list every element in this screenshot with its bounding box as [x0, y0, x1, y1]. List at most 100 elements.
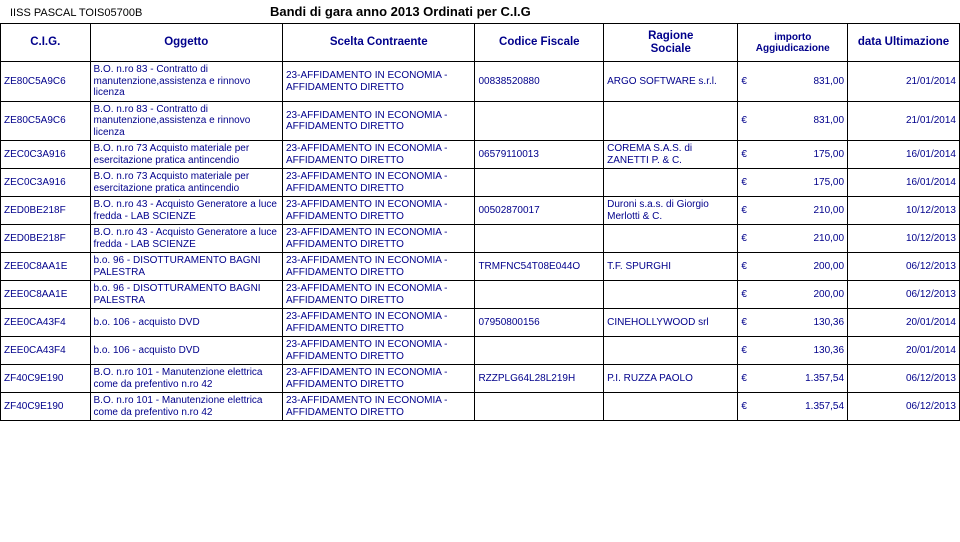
cell-ragione-sociale: CINEHOLLYWOOD srl: [604, 309, 738, 337]
cell-oggetto: B.O. n.ro 43 - Acquisto Generatore a luc…: [90, 197, 282, 225]
cell-data: 21/01/2014: [848, 101, 960, 141]
cell-scelta: 23-AFFIDAMENTO IN ECONOMIA - AFFIDAMENTO…: [282, 101, 474, 141]
cell-importo: €1.357,54: [738, 393, 848, 421]
imp-line1: importo: [774, 32, 811, 43]
school-code: IISS PASCAL TOIS05700B: [10, 7, 270, 19]
cell-cf: 07950800156: [475, 309, 604, 337]
euro-symbol: €: [741, 317, 747, 329]
euro-symbol: €: [741, 233, 747, 245]
cell-scelta: 23-AFFIDAMENTO IN ECONOMIA - AFFIDAMENTO…: [282, 365, 474, 393]
cell-cf: 06579110013: [475, 141, 604, 169]
cell-oggetto: B.O. n.ro 83 - Contratto di manutenzione…: [90, 62, 282, 102]
cell-cf: 00838520880: [475, 62, 604, 102]
cell-cf: [475, 393, 604, 421]
amount-value: 831,00: [813, 76, 844, 87]
euro-symbol: €: [741, 289, 747, 301]
amount-value: 1.357,54: [805, 401, 844, 412]
table-row: ZED0BE218FB.O. n.ro 43 - Acquisto Genera…: [1, 225, 960, 253]
cell-importo: €130,36: [738, 337, 848, 365]
cell-ragione-sociale: [604, 337, 738, 365]
cell-data: 20/01/2014: [848, 309, 960, 337]
cell-importo: €175,00: [738, 141, 848, 169]
amount-value: 200,00: [813, 289, 844, 300]
cell-importo: €200,00: [738, 253, 848, 281]
cell-ragione-sociale: ARGO SOFTWARE s.r.l.: [604, 62, 738, 102]
euro-symbol: €: [741, 373, 747, 385]
cell-data: 16/01/2014: [848, 141, 960, 169]
cell-oggetto: b.o. 96 - DISOTTURAMENTO BAGNI PALESTRA: [90, 253, 282, 281]
euro-symbol: €: [741, 115, 747, 127]
cell-cf: [475, 225, 604, 253]
cell-cig: ZEE0CA43F4: [1, 337, 91, 365]
cell-scelta: 23-AFFIDAMENTO IN ECONOMIA - AFFIDAMENTO…: [282, 281, 474, 309]
cell-cf: [475, 281, 604, 309]
cell-oggetto: b.o. 96 - DISOTTURAMENTO BAGNI PALESTRA: [90, 281, 282, 309]
col-header-scelta: Scelta Contraente: [282, 24, 474, 62]
cell-cf: TRMFNC54T08E044O: [475, 253, 604, 281]
amount-value: 175,00: [813, 177, 844, 188]
cell-importo: €831,00: [738, 62, 848, 102]
cell-oggetto: B.O. n.ro 83 - Contratto di manutenzione…: [90, 101, 282, 141]
cell-importo: €200,00: [738, 281, 848, 309]
table-row: ZEE0CA43F4b.o. 106 - acquisto DVD23-AFFI…: [1, 337, 960, 365]
cell-scelta: 23-AFFIDAMENTO IN ECONOMIA - AFFIDAMENTO…: [282, 141, 474, 169]
cell-importo: €831,00: [738, 101, 848, 141]
amount-value: 130,36: [813, 317, 844, 328]
cell-cf: RZZPLG64L28L219H: [475, 365, 604, 393]
cell-oggetto: b.o. 106 - acquisto DVD: [90, 337, 282, 365]
cell-ragione-sociale: [604, 393, 738, 421]
cell-oggetto: B.O. n.ro 43 - Acquisto Generatore a luc…: [90, 225, 282, 253]
cell-scelta: 23-AFFIDAMENTO IN ECONOMIA - AFFIDAMENTO…: [282, 62, 474, 102]
col-header-cf: Codice Fiscale: [475, 24, 604, 62]
euro-symbol: €: [741, 345, 747, 357]
euro-symbol: €: [741, 177, 747, 189]
col-header-importo: importo Aggiudicazione: [738, 24, 848, 62]
cell-ragione-sociale: P.I. RUZZA PAOLO: [604, 365, 738, 393]
amount-value: 210,00: [813, 205, 844, 216]
cell-cig: ZE80C5A9C6: [1, 62, 91, 102]
cell-importo: €210,00: [738, 197, 848, 225]
table-row: ZEC0C3A916B.O. n.ro 73 Acquisto material…: [1, 141, 960, 169]
table-row: ZF40C9E190B.O. n.ro 101 - Manutenzione e…: [1, 393, 960, 421]
cell-scelta: 23-AFFIDAMENTO IN ECONOMIA - AFFIDAMENTO…: [282, 337, 474, 365]
cell-oggetto: B.O. n.ro 101 - Manutenzione elettrica c…: [90, 365, 282, 393]
page-title: Bandi di gara anno 2013 Ordinati per C.I…: [270, 4, 531, 19]
cell-ragione-sociale: COREMA S.A.S. di ZANETTI P. & C.: [604, 141, 738, 169]
cell-cig: ZEE0C8AA1E: [1, 253, 91, 281]
page-header: IISS PASCAL TOIS05700B Bandi di gara ann…: [0, 0, 960, 23]
table-row: ZED0BE218FB.O. n.ro 43 - Acquisto Genera…: [1, 197, 960, 225]
cell-importo: €210,00: [738, 225, 848, 253]
cell-cig: ZF40C9E190: [1, 393, 91, 421]
col-header-ragione-sociale: Ragione Sociale: [604, 24, 738, 62]
cell-oggetto: B.O. n.ro 73 Acquisto materiale per eser…: [90, 169, 282, 197]
table-header-row: C.I.G. Oggetto Scelta Contraente Codice …: [1, 24, 960, 62]
cell-data: 16/01/2014: [848, 169, 960, 197]
col-header-data: data Ultimazione: [848, 24, 960, 62]
cell-scelta: 23-AFFIDAMENTO IN ECONOMIA - AFFIDAMENTO…: [282, 253, 474, 281]
cell-cf: [475, 101, 604, 141]
cell-cig: ZE80C5A9C6: [1, 101, 91, 141]
euro-symbol: €: [741, 401, 747, 413]
cell-ragione-sociale: [604, 169, 738, 197]
amount-value: 200,00: [813, 261, 844, 272]
cell-importo: €175,00: [738, 169, 848, 197]
cell-data: 06/12/2013: [848, 393, 960, 421]
cell-data: 06/12/2013: [848, 253, 960, 281]
cell-oggetto: B.O. n.ro 73 Acquisto materiale per eser…: [90, 141, 282, 169]
cell-data: 10/12/2013: [848, 197, 960, 225]
cell-scelta: 23-AFFIDAMENTO IN ECONOMIA - AFFIDAMENTO…: [282, 197, 474, 225]
cell-scelta: 23-AFFIDAMENTO IN ECONOMIA - AFFIDAMENTO…: [282, 225, 474, 253]
cell-cig: ZED0BE218F: [1, 197, 91, 225]
cell-data: 06/12/2013: [848, 281, 960, 309]
amount-value: 130,36: [813, 345, 844, 356]
cell-cf: [475, 169, 604, 197]
cell-cig: ZEE0CA43F4: [1, 309, 91, 337]
amount-value: 210,00: [813, 233, 844, 244]
cell-cig: ZEC0C3A916: [1, 169, 91, 197]
cell-scelta: 23-AFFIDAMENTO IN ECONOMIA - AFFIDAMENTO…: [282, 169, 474, 197]
cell-data: 20/01/2014: [848, 337, 960, 365]
euro-symbol: €: [741, 261, 747, 273]
table-row: ZEE0CA43F4b.o. 106 - acquisto DVD23-AFFI…: [1, 309, 960, 337]
cell-cf: [475, 337, 604, 365]
amount-value: 175,00: [813, 149, 844, 160]
